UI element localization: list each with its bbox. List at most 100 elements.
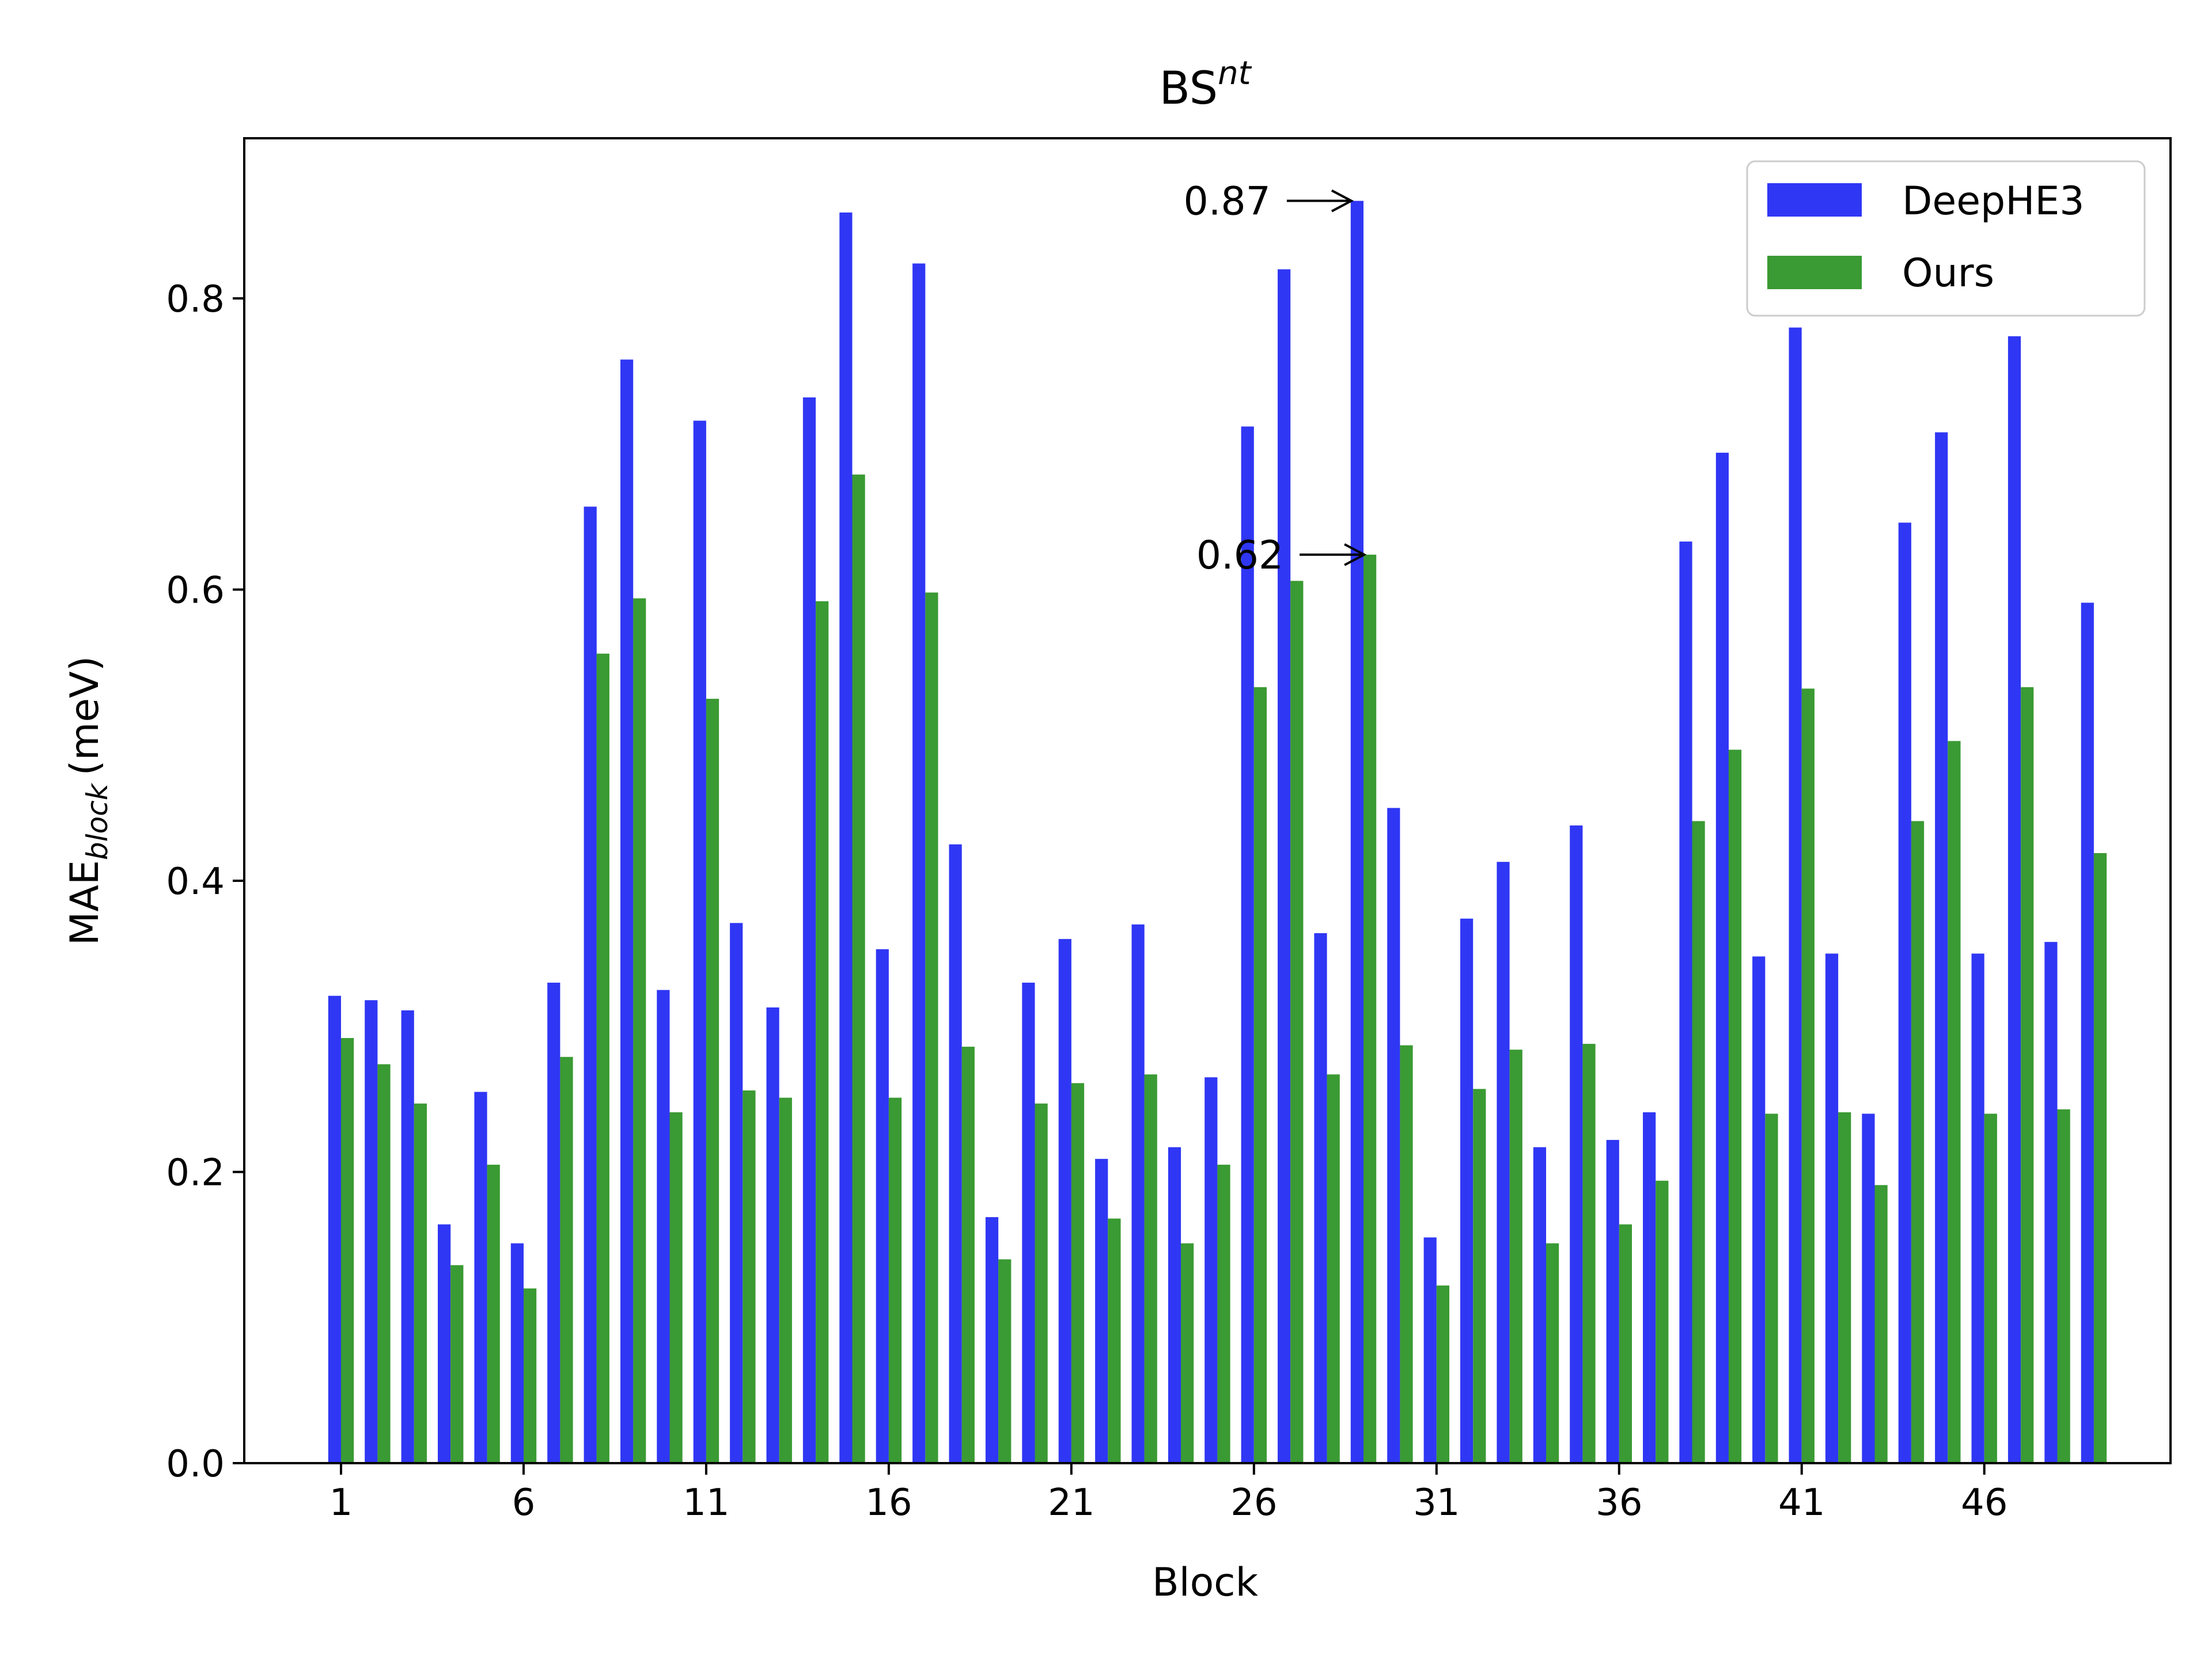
bar-deephe3-block-33 [1497,862,1510,1463]
legend-swatch-ours [1767,256,1862,289]
y-axis-label-subscript: block [81,782,114,860]
bar-ours-block-7 [560,1056,573,1463]
bar-ours-block-26 [1253,687,1267,1463]
bar-deephe3-block-39 [1715,452,1729,1463]
y-axis-label: MAEblock (meV) [62,656,114,945]
bar-ours-block-30 [1400,1045,1413,1463]
y-tick-label: 0.8 [166,278,225,321]
x-tick-label: 21 [1048,1482,1094,1524]
bar-ours-block-31 [1436,1285,1449,1463]
bar-ours-block-16 [888,1097,902,1463]
bar-deephe3-block-37 [1643,1112,1656,1463]
bar-ours-block-29 [1363,554,1377,1463]
plot-area-frame [243,137,2172,1464]
bar-deephe3-block-41 [1789,327,1802,1463]
y-tick-label: 0.4 [166,861,225,903]
bar-ours-block-39 [1728,749,1742,1463]
y-tick-label: 0.2 [166,1152,225,1195]
legend-label-ours: Ours [1902,251,1994,296]
x-tick-label: 36 [1596,1482,1642,1524]
chart-title-main: BS [1159,63,1218,115]
bar-deephe3-block-12 [730,923,743,1463]
bar-deephe3-block-7 [547,982,560,1463]
y-tick-label: 0.0 [166,1443,225,1486]
bar-ours-block-11 [706,699,719,1463]
chart-title: BSnt [1159,55,1252,115]
bar-ours-block-22 [1108,1218,1121,1463]
bar-ours-block-1 [341,1038,354,1463]
x-tick-label: 26 [1230,1482,1277,1524]
bar-ours-block-15 [852,474,865,1463]
bar-ours-block-44 [1911,821,1925,1463]
bar-ours-block-34 [1546,1243,1559,1463]
y-axis: 0.0 0.2 0.4 0.6 0.8 [166,278,244,1486]
bar-ours-block-49 [2093,853,2107,1463]
bar-deephe3-block-48 [2044,942,2058,1463]
bar-ours-block-43 [1874,1185,1888,1463]
bar-deephe3-block-46 [1971,953,1984,1463]
bar-ours-block-4 [450,1265,464,1463]
bar-ours-block-14 [816,601,829,1463]
bar-ours-block-27 [1290,581,1304,1463]
bar-ours-block-18 [961,1047,975,1463]
bar-ours-block-3 [414,1103,427,1463]
bar-deephe3-block-25 [1205,1077,1218,1463]
bar-deephe3-block-21 [1058,939,1071,1463]
bar-ours-block-13 [779,1097,792,1463]
y-axis-label-unit: (meV) [62,656,108,776]
x-axis-label: Block [1152,1560,1259,1605]
bar-ours-block-23 [1144,1074,1157,1463]
bar-ours-block-2 [377,1064,391,1463]
bar-deephe3-block-40 [1752,956,1766,1463]
legend: DeepHE3 Ours [1746,160,2146,317]
bar-ours-block-10 [669,1112,683,1463]
chart-title-superscript: nt [1218,55,1252,92]
series-ours-bars [341,474,2107,1463]
bar-ours-block-21 [1071,1083,1085,1463]
bar-deephe3-block-43 [1862,1113,1875,1463]
bar-ours-block-24 [1181,1243,1194,1463]
annotation-arrow-head [1331,189,1354,213]
y-tick-label: 0.6 [166,570,225,612]
bar-deephe3-block-11 [693,421,706,1463]
bar-deephe3-block-6 [510,1243,524,1463]
bar-deephe3-block-20 [1022,982,1035,1463]
bar-deephe3-block-13 [766,1007,779,1463]
bar-deephe3-block-19 [985,1217,999,1463]
bar-ours-block-36 [1619,1224,1632,1463]
x-tick-label: 46 [1961,1482,2008,1524]
bar-deephe3-block-18 [949,844,962,1463]
x-tick-label: 16 [865,1482,912,1524]
y-axis-label-main: MAE [62,860,108,945]
bar-ours-block-37 [1656,1180,1669,1463]
bar-deephe3-block-8 [584,506,597,1463]
x-tick-label: 41 [1778,1482,1825,1524]
bar-ours-block-6 [524,1288,537,1463]
bar-ours-block-25 [1217,1164,1230,1463]
bar-ours-block-42 [1838,1112,1851,1463]
bar-deephe3-block-45 [1935,432,1948,1463]
bar-ours-block-45 [1948,741,1961,1463]
bar-ours-block-28 [1327,1074,1340,1463]
bar-deephe3-block-3 [401,1010,414,1463]
bar-ours-block-19 [998,1259,1012,1463]
bar-deephe3-block-16 [876,949,889,1463]
legend-swatch-deephe3 [1767,183,1862,217]
bar-deephe3-block-49 [2081,603,2094,1463]
bar-deephe3-block-44 [1898,522,1911,1463]
bar-ours-block-9 [633,598,646,1463]
bar-ours-block-46 [1984,1113,1997,1463]
bar-ours-block-38 [1692,821,1705,1463]
x-tick-label: 6 [512,1482,536,1524]
annotation-arrow-head [1344,543,1367,566]
bar-deephe3-block-2 [365,1000,378,1463]
bar-ours-block-5 [487,1164,500,1463]
bar-deephe3-block-42 [1825,953,1839,1463]
bar-deephe3-block-14 [802,397,816,1463]
bar-deephe3-block-24 [1168,1147,1181,1463]
bar-ours-block-17 [925,592,938,1463]
bar-ours-block-48 [2057,1109,2070,1463]
bar-ours-block-12 [743,1090,756,1463]
bar-deephe3-block-4 [438,1224,451,1463]
